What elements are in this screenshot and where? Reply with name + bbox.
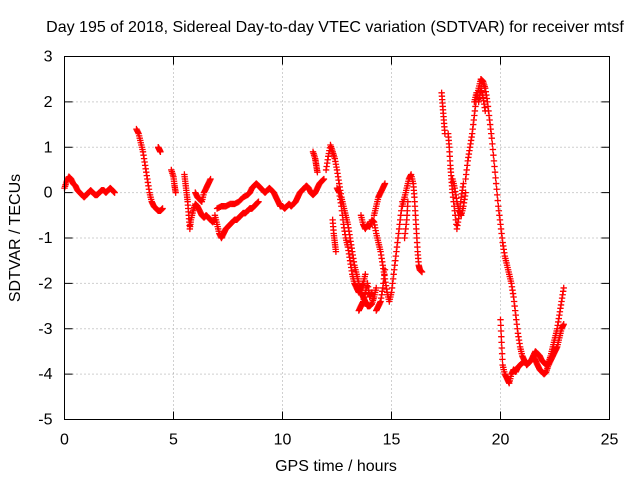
data-point [494, 197, 501, 204]
data-point [519, 359, 526, 366]
y-tick-label: 0 [44, 185, 53, 202]
y-tick-label: -4 [38, 366, 52, 383]
data-point [111, 189, 118, 196]
data-point [491, 163, 498, 170]
data-point [497, 316, 504, 323]
chart-title: Day 195 of 2018, Sidereal Day-to-day VTE… [46, 19, 624, 36]
data-point [499, 356, 506, 363]
data-point [498, 333, 505, 340]
data-point [498, 344, 506, 352]
data-point [381, 266, 389, 273]
data-point [489, 140, 496, 148]
data-point [490, 157, 498, 165]
data-point [462, 189, 469, 196]
data-point [498, 350, 506, 357]
plot-frame [64, 56, 610, 420]
x-tick-label: 0 [60, 432, 69, 449]
data-point [381, 180, 389, 187]
x-tick-label: 10 [274, 432, 292, 449]
x-tick-label: 15 [383, 432, 401, 449]
data-point [488, 134, 495, 142]
y-tick-label: -5 [38, 412, 52, 429]
data-point [362, 271, 369, 278]
data-point [157, 148, 164, 155]
data-point [320, 175, 328, 183]
data-point [460, 180, 467, 187]
data-point [497, 322, 504, 329]
data-point [207, 175, 214, 183]
y-tick-label: 2 [44, 94, 53, 111]
data-point [490, 151, 497, 159]
data-point [482, 107, 489, 115]
data-point [498, 339, 505, 346]
x-tick-label: 25 [601, 432, 619, 449]
data-point [497, 327, 505, 335]
data-point [560, 284, 567, 292]
data-point [172, 189, 179, 196]
data-point [489, 146, 497, 153]
data-markers [61, 75, 567, 387]
y-tick-label: -3 [38, 321, 52, 338]
data-point [159, 205, 166, 212]
x-tick-label: 5 [169, 432, 178, 449]
data-point [492, 180, 500, 187]
data-point [255, 198, 262, 205]
data-point [314, 169, 321, 176]
y-axis-title: SDTVAR / TECUs [7, 174, 24, 302]
data-point [373, 284, 380, 292]
y-tick-label: 1 [44, 139, 53, 156]
data-point [332, 248, 340, 255]
y-tick-labels: -5 -4 -3 -2 -1 0 1 2 3 [38, 49, 52, 429]
y-tick-label: 3 [44, 49, 53, 66]
data-point [560, 321, 567, 328]
x-tick-label: 20 [492, 432, 510, 449]
data-point [368, 289, 376, 296]
data-point [493, 186, 500, 193]
data-point [494, 191, 501, 199]
x-axis-title: GPS time / hours [275, 458, 397, 475]
x-tick-labels: 0 5 10 15 20 25 [60, 432, 618, 449]
y-tick-label: -1 [38, 230, 52, 247]
data-point [491, 169, 499, 176]
data-point [404, 198, 412, 205]
y-tick-label: -2 [38, 275, 52, 292]
data-point [492, 174, 499, 182]
data-point [418, 268, 426, 276]
